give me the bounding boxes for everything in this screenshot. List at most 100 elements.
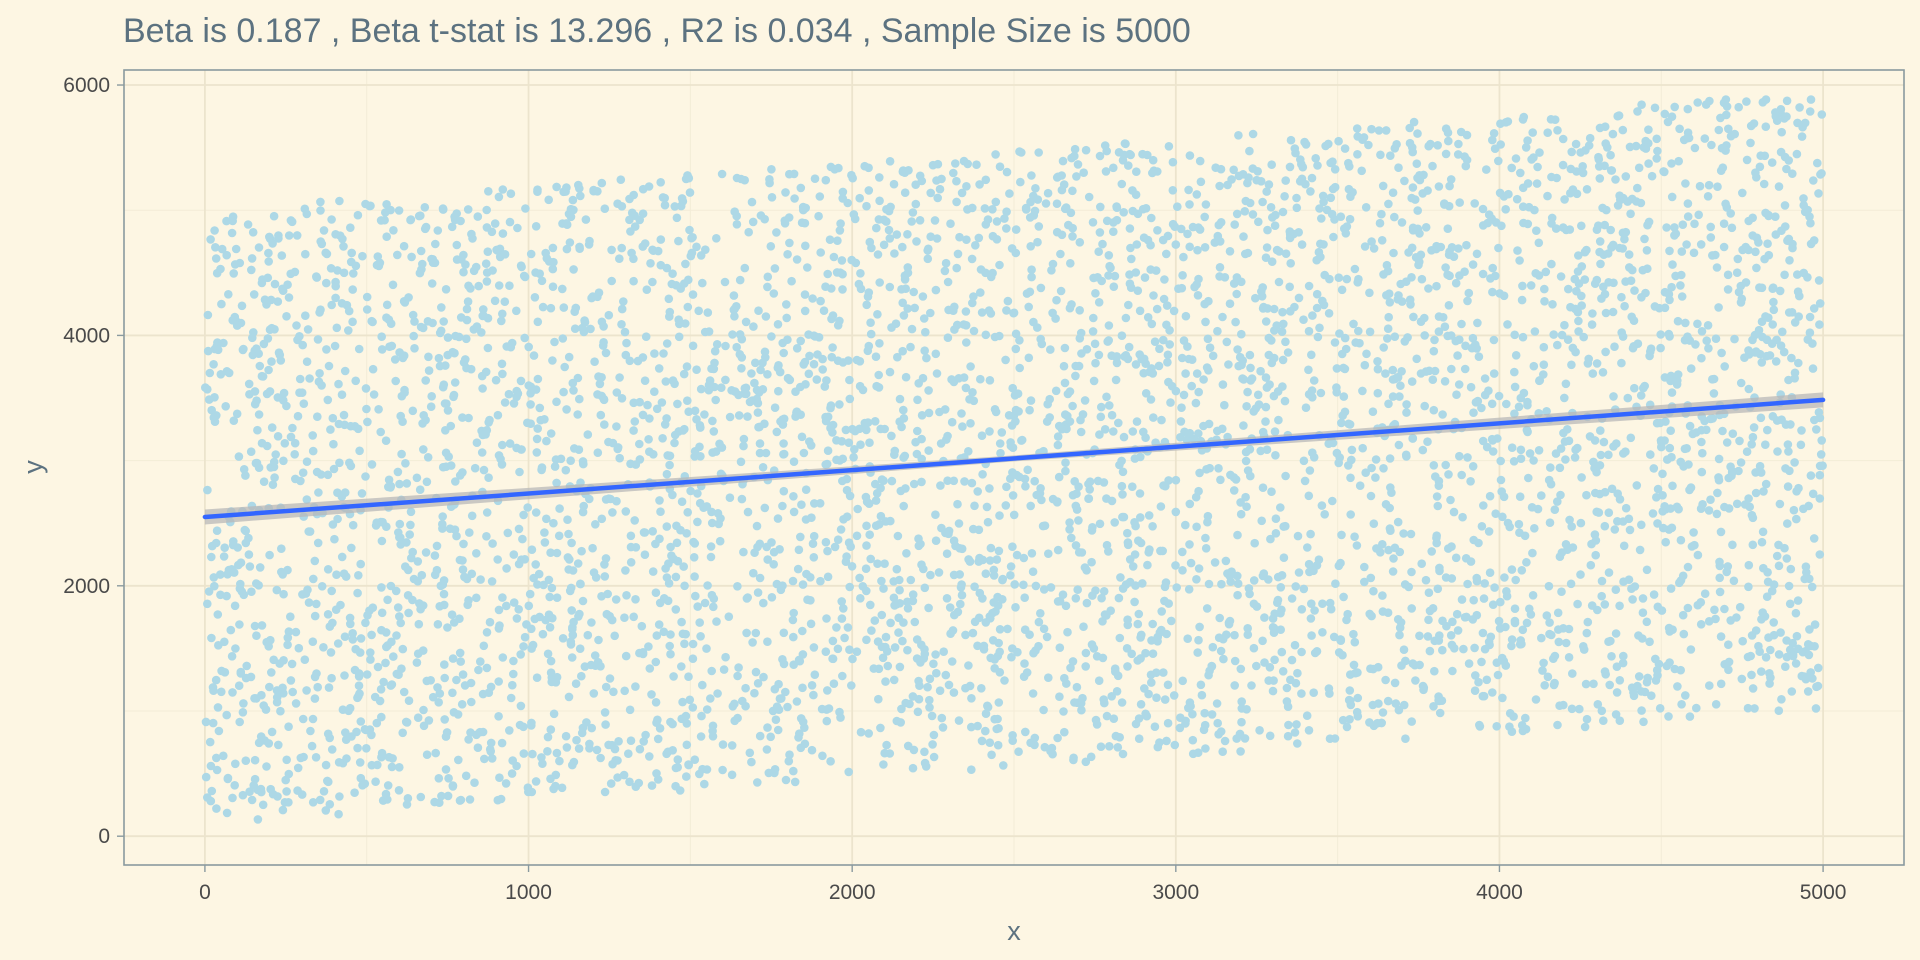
data-point [1308,311,1317,320]
data-point [238,708,248,717]
data-point [252,344,261,354]
data-point [1697,353,1706,363]
data-point [419,445,428,454]
data-point [1696,598,1706,607]
data-point [1593,700,1603,709]
data-point [1230,220,1239,229]
data-point [908,208,918,217]
data-point [919,314,929,323]
data-point [1281,337,1290,347]
data-point [1318,599,1327,608]
data-point [219,338,228,348]
data-point [579,501,588,511]
data-point [1077,548,1087,557]
data-point [850,445,859,454]
data-point [1201,317,1210,327]
data-point [1626,209,1635,219]
data-point [759,598,768,608]
data-point [472,593,481,603]
data-point [271,450,281,459]
data-point [1540,284,1549,294]
data-point [1525,449,1535,458]
data-point [1528,128,1537,137]
data-point [1601,139,1610,148]
data-point [1496,140,1505,149]
data-point [816,296,825,306]
data-point [622,591,631,600]
data-point [1748,684,1758,693]
data-point [433,620,443,629]
data-point [933,193,942,203]
data-point [465,795,475,804]
data-point [1710,605,1719,615]
data-point [1423,186,1432,195]
data-point [247,587,256,596]
data-point [688,290,698,299]
data-point [268,480,278,490]
data-point [1454,244,1463,253]
data-point [881,632,891,642]
data-point [1063,389,1073,399]
data-point [210,344,220,354]
data-point [1415,631,1424,641]
data-point [1523,397,1532,407]
data-point [473,743,483,752]
data-point [957,590,967,600]
data-point [203,485,212,495]
data-point [1278,667,1288,676]
data-point [209,573,219,582]
data-point [1433,584,1443,594]
data-point [774,679,783,689]
data-point [305,374,314,383]
data-point [244,533,253,543]
data-point [1647,171,1657,181]
data-point [1055,643,1065,652]
data-point [985,738,995,747]
data-point [961,630,970,640]
data-point [966,362,975,371]
data-point [1486,274,1495,283]
data-point [509,399,519,408]
data-point [1522,425,1532,435]
data-point [666,630,675,639]
data-point [1388,365,1398,375]
data-point [1444,136,1453,146]
data-point [373,252,383,261]
data-point [1625,142,1635,152]
data-point [706,694,715,703]
data-point [1428,161,1437,171]
data-point [1782,554,1792,563]
data-point [1073,585,1082,594]
data-point [1169,306,1179,316]
data-point [1271,514,1281,523]
data-point [1359,133,1369,142]
data-point [1559,700,1568,710]
data-point [676,201,686,211]
data-point [953,249,963,259]
data-point [546,303,556,313]
data-point [310,694,320,703]
data-point [810,670,820,679]
data-point [502,342,512,351]
data-point [1757,358,1767,367]
data-point [1291,582,1300,591]
data-point [503,528,513,538]
data-point [923,682,932,692]
data-point [447,610,457,619]
data-point [1518,281,1527,291]
data-point [1385,503,1394,513]
data-point [925,703,934,712]
data-point [264,739,274,748]
data-point [763,723,772,732]
data-point [1461,554,1471,563]
data-point [1361,468,1370,478]
data-point [1345,715,1354,724]
data-point [398,644,408,654]
data-point [1767,158,1777,167]
data-point [1810,415,1819,425]
data-point [1747,670,1756,680]
data-point [1248,164,1258,173]
data-point [1304,326,1314,336]
data-point [977,736,987,746]
data-point [606,779,616,788]
